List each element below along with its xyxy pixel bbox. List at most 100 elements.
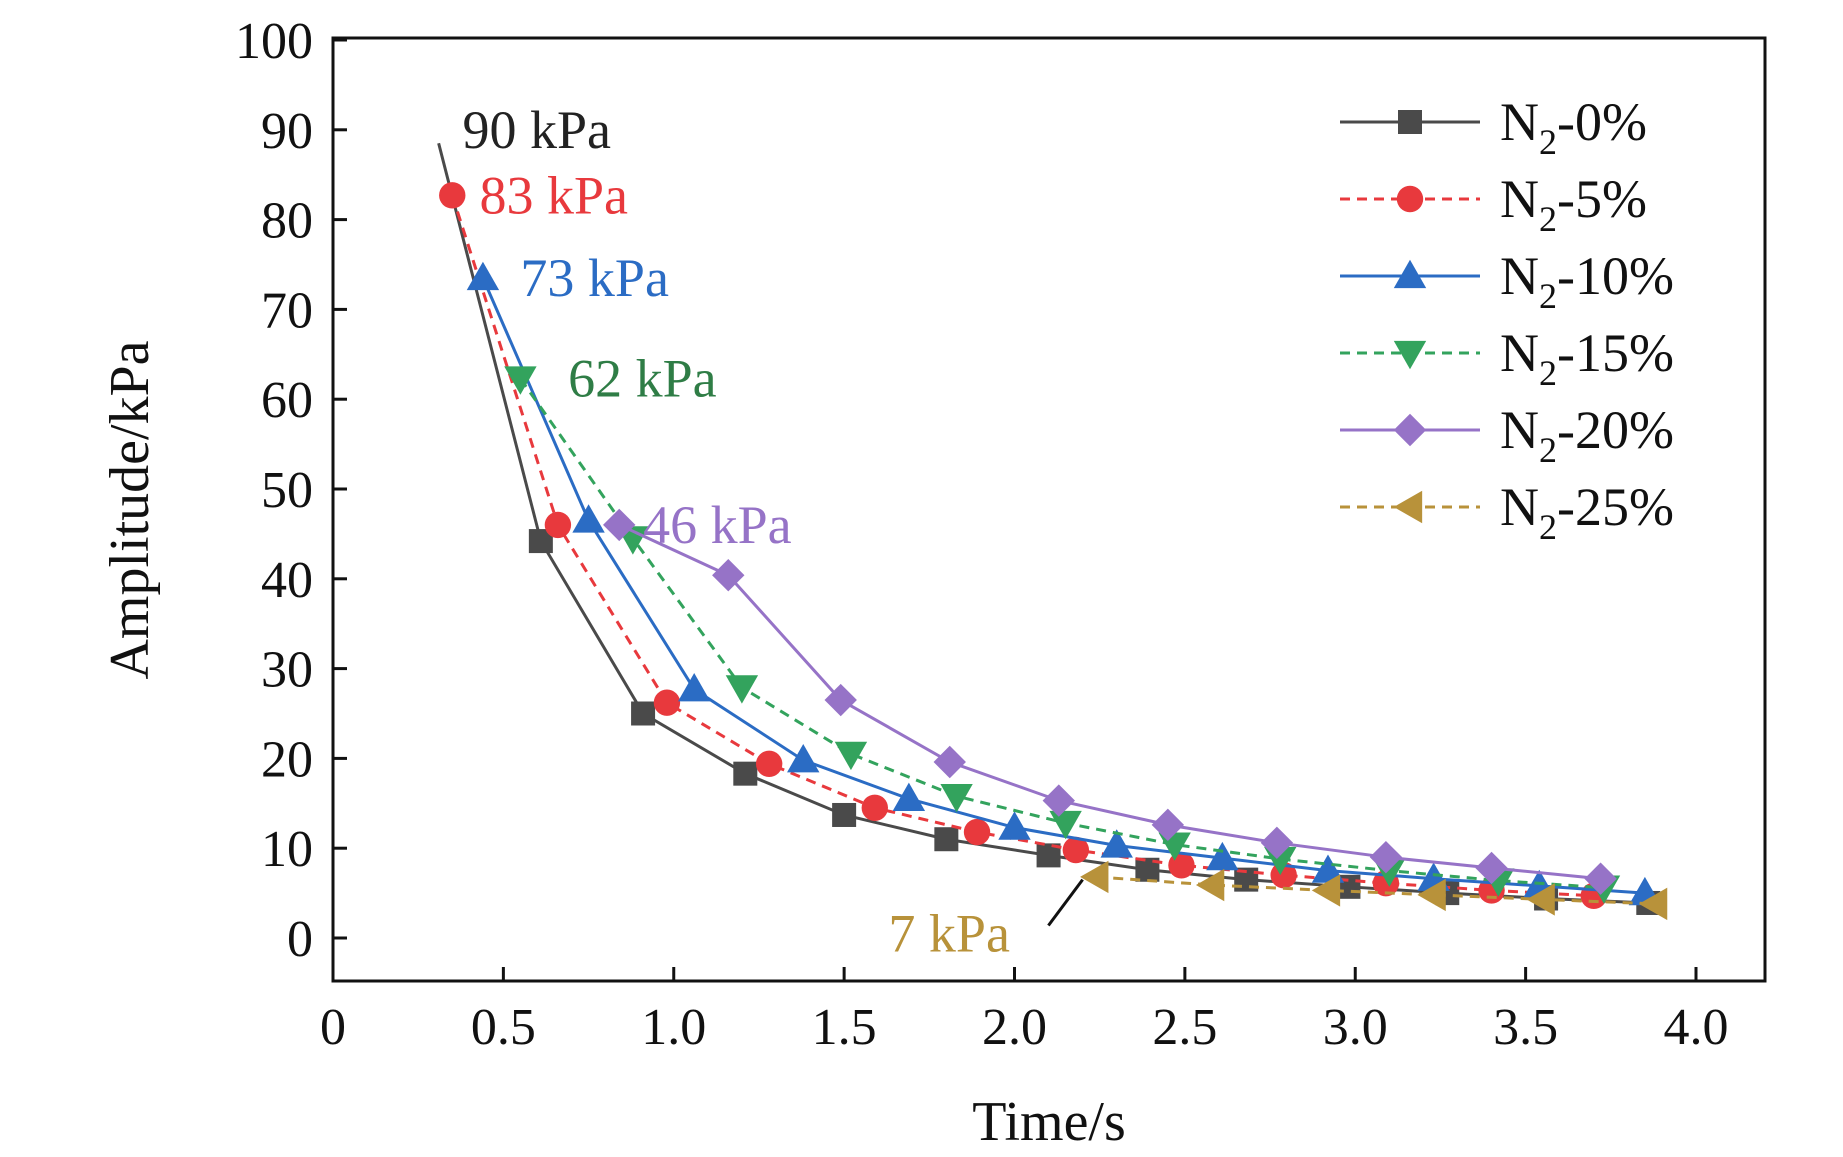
y-tick-label: 100 — [235, 13, 313, 70]
data-point — [1638, 887, 1668, 921]
x-tick-label: 4.0 — [1664, 999, 1729, 1056]
legend-item: N2-0% — [1340, 92, 1647, 162]
legend-label: N2-0% — [1500, 92, 1647, 162]
y-tick-label: 70 — [261, 282, 313, 339]
data-point — [1311, 854, 1345, 883]
data-point — [504, 366, 537, 395]
series-4 — [603, 508, 1617, 895]
data-point — [1151, 808, 1185, 842]
data-point — [1417, 878, 1446, 912]
data-point — [787, 743, 820, 773]
annotation-label: 7 kPa — [888, 904, 1010, 964]
data-point — [631, 701, 656, 726]
y-tick-label: 30 — [261, 642, 313, 699]
legend-item: N2-15% — [1340, 323, 1674, 393]
annotation-label: 73 kPa — [520, 248, 669, 308]
data-point — [1195, 868, 1225, 902]
legend-label: N2-15% — [1500, 323, 1674, 393]
data-point — [1080, 860, 1109, 894]
legend-marker — [1393, 259, 1427, 289]
data-point — [832, 802, 857, 827]
legend-label: N2-25% — [1500, 477, 1674, 547]
x-tick-label: 2.0 — [982, 999, 1047, 1056]
legend-marker — [1396, 185, 1424, 213]
series-line — [618, 523, 1601, 881]
data-point — [572, 504, 605, 533]
x-axis: 0 0.5 1.0 1.5 2.0 2.5 3.0 3.5 4.0 — [320, 967, 1729, 1056]
legend-item: N2-20% — [1340, 400, 1674, 470]
data-point — [1311, 874, 1341, 907]
y-tick-label: 20 — [261, 731, 313, 788]
annotation-label: 90 kPa — [462, 100, 611, 160]
legend-item: N2-5% — [1340, 169, 1647, 239]
x-tick-label: 0 — [320, 999, 346, 1056]
data-point — [933, 745, 966, 779]
legend-item: N2-25% — [1340, 477, 1674, 547]
legend-marker — [1393, 413, 1427, 447]
series-line — [1096, 875, 1656, 906]
data-point — [934, 827, 959, 852]
series-1 — [439, 182, 1607, 909]
x-axis-title: Time/s — [972, 1091, 1126, 1153]
series-3 — [504, 366, 1621, 904]
annotation-label: 46 kPa — [643, 495, 792, 555]
legend-marker — [1393, 490, 1423, 524]
x-tick-label: 0.5 — [471, 999, 536, 1056]
legend-marker — [1398, 110, 1422, 134]
y-axis-title: Amplitude/kPa — [99, 340, 161, 679]
legend-marker — [1393, 340, 1427, 370]
data-point — [824, 683, 857, 717]
data-point — [892, 782, 926, 811]
data-point — [1260, 826, 1294, 860]
y-tick-label: 10 — [261, 821, 313, 878]
plot-frame — [331, 36, 1767, 983]
data-point — [725, 675, 759, 704]
data-point — [1584, 862, 1617, 895]
y-tick-label: 0 — [287, 911, 313, 968]
y-tick-label: 80 — [261, 193, 313, 250]
data-point — [544, 511, 572, 539]
data-point — [733, 761, 758, 786]
series-5 — [1080, 860, 1668, 921]
legend: N2-0%N2-5%N2-10%N2-15%N2-20%N2-25% — [1340, 92, 1674, 547]
y-axis: 0 10 20 30 40 50 60 70 80 90 100 — [235, 13, 347, 968]
data-point — [1049, 810, 1082, 840]
legend-label: N2-5% — [1500, 169, 1647, 239]
data-point — [1062, 836, 1090, 864]
data-point — [677, 673, 711, 702]
x-tick-label: 1.5 — [812, 999, 877, 1056]
y-tick-label: 60 — [261, 372, 313, 429]
x-tick-label: 2.5 — [1152, 999, 1217, 1056]
x-tick-label: 3.0 — [1323, 999, 1388, 1056]
data-point — [466, 261, 500, 291]
data-point — [653, 689, 681, 716]
annotation-label: 62 kPa — [568, 349, 717, 409]
y-tick-label: 50 — [261, 462, 313, 519]
annotation-label: 83 kPa — [480, 165, 629, 225]
data-point — [603, 508, 636, 542]
data-point — [963, 818, 991, 846]
data-point — [1526, 883, 1555, 916]
annotation-pointer — [1047, 878, 1084, 927]
data-point — [940, 783, 973, 813]
data-point — [861, 794, 888, 821]
y-tick-label: 90 — [261, 103, 313, 160]
legend-item: N2-10% — [1340, 246, 1674, 316]
series-line — [450, 194, 1594, 898]
data-point — [1100, 829, 1133, 858]
data-point — [998, 811, 1031, 840]
x-tick-label: 1.0 — [641, 999, 706, 1056]
data-point — [834, 741, 868, 771]
data-point — [1475, 851, 1508, 885]
data-point — [755, 750, 783, 777]
series-layer — [437, 142, 1668, 921]
data-point — [439, 182, 466, 209]
data-point — [1042, 784, 1075, 817]
x-tick-label: 3.5 — [1493, 999, 1558, 1056]
data-point — [712, 559, 745, 592]
legend-label: N2-20% — [1500, 400, 1674, 470]
data-point — [1206, 841, 1239, 871]
y-tick-label: 40 — [261, 552, 313, 609]
